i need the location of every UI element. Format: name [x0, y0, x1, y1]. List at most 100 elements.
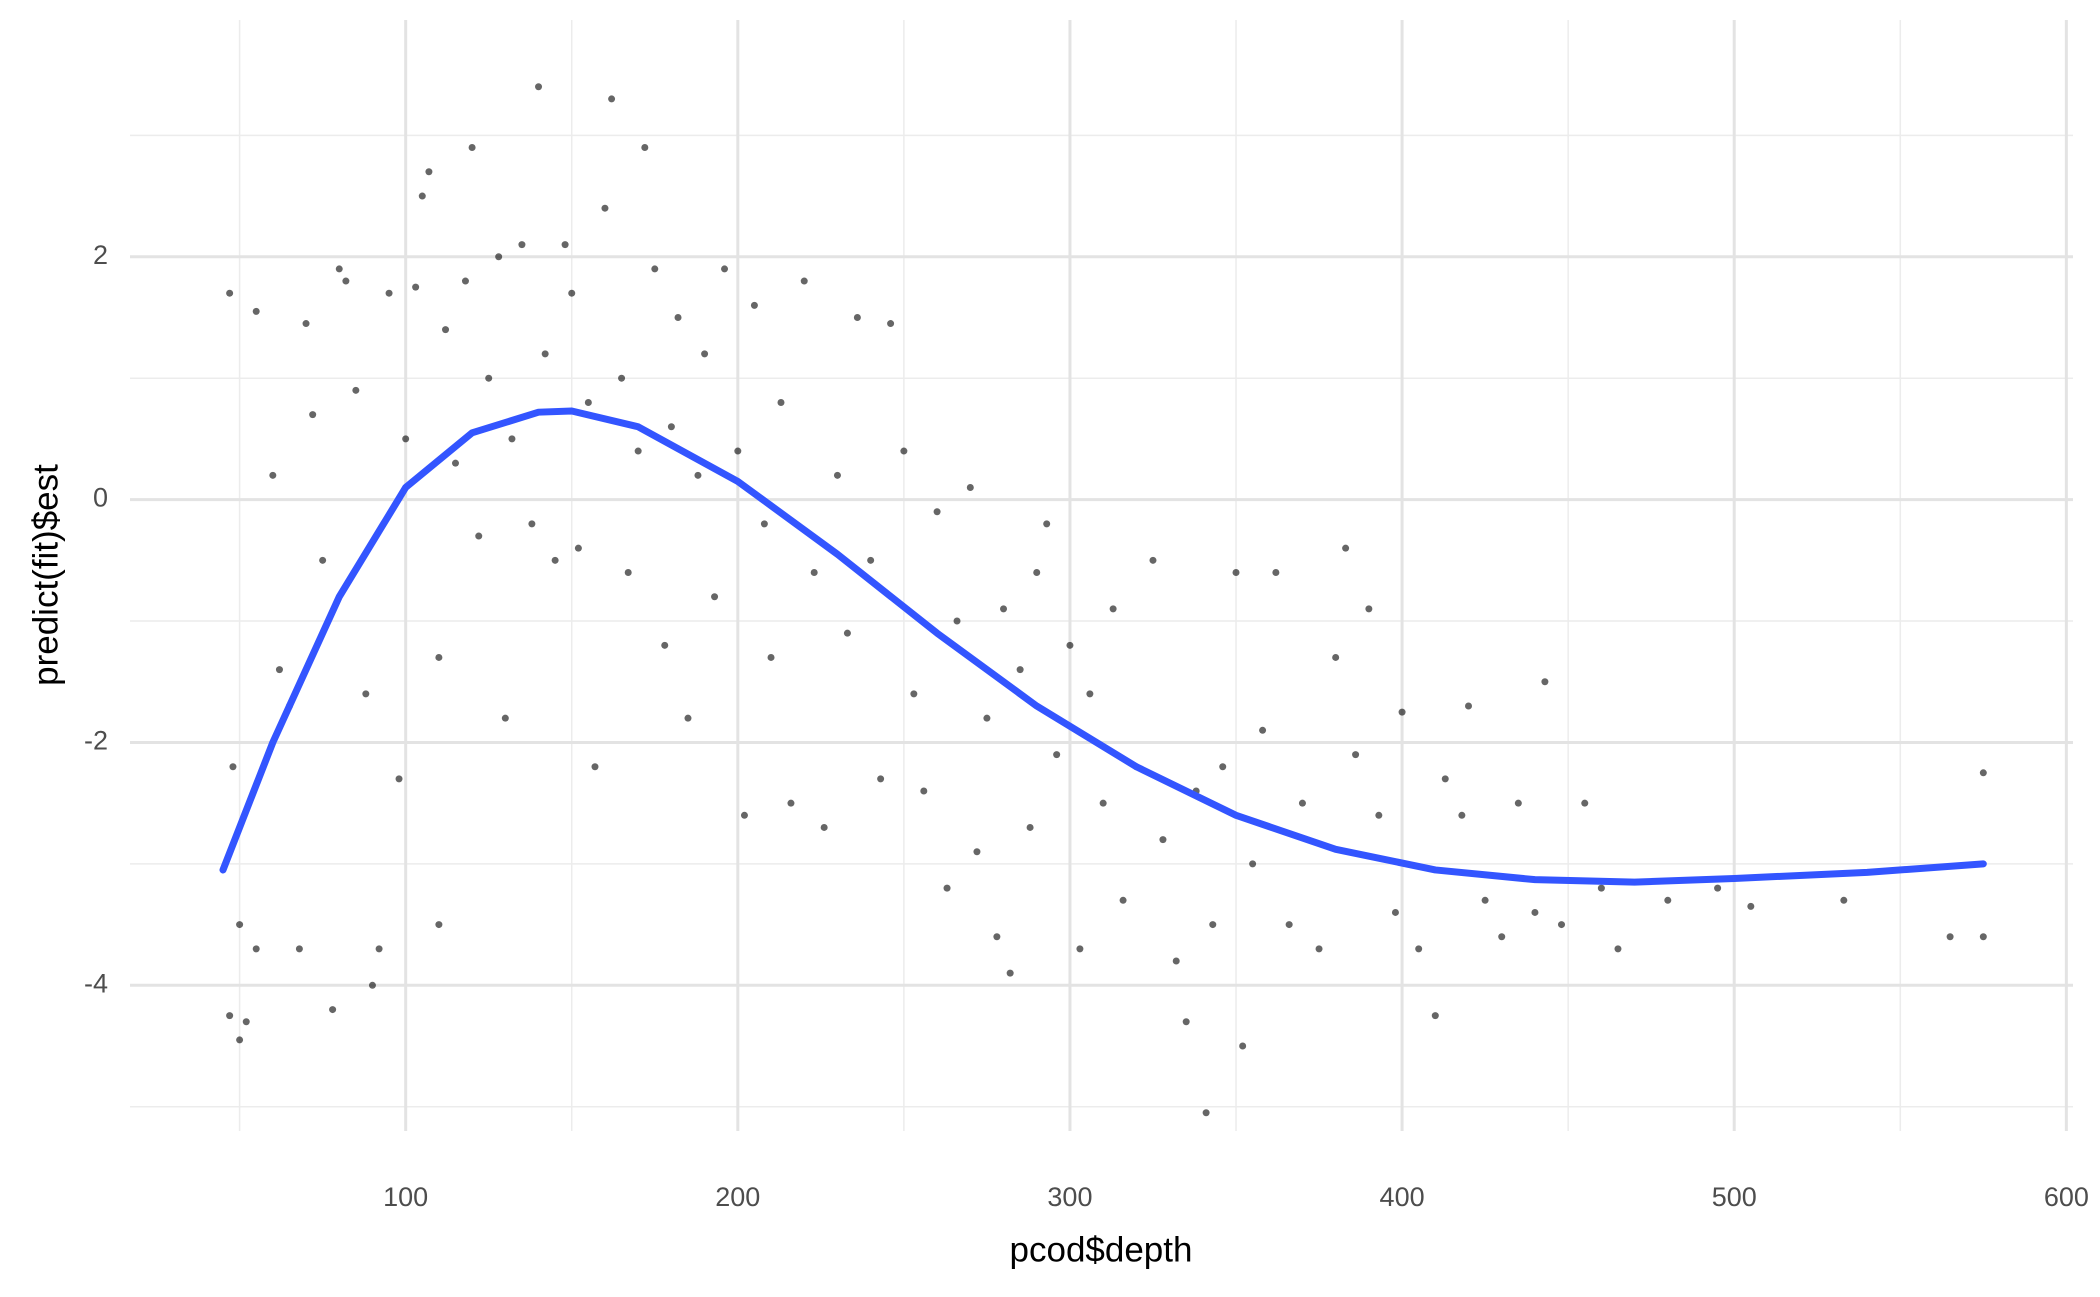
point	[295, 945, 303, 953]
point	[1099, 799, 1107, 807]
point	[740, 811, 748, 819]
point	[362, 690, 370, 698]
point	[252, 307, 260, 315]
point	[442, 326, 450, 334]
y-tick-label: -4	[84, 968, 108, 998]
point	[1481, 896, 1489, 904]
point	[973, 848, 981, 856]
point	[1209, 921, 1217, 929]
point	[1285, 921, 1293, 929]
point	[1441, 775, 1449, 783]
point	[887, 320, 895, 328]
point	[352, 386, 360, 394]
point	[877, 775, 885, 783]
point	[1614, 945, 1622, 953]
point	[1086, 690, 1094, 698]
point	[674, 313, 682, 321]
point	[1979, 933, 1987, 941]
point	[1415, 945, 1423, 953]
point	[402, 435, 410, 443]
y-tick-label: -2	[84, 726, 108, 756]
point	[1066, 641, 1074, 649]
x-tick-label: 100	[383, 1182, 428, 1212]
point	[1182, 1018, 1190, 1026]
point	[810, 568, 818, 576]
point	[820, 823, 828, 831]
point	[624, 568, 632, 576]
point	[1232, 568, 1240, 576]
point	[721, 265, 729, 273]
point	[867, 556, 875, 564]
point	[495, 253, 503, 261]
x-tick-label: 200	[715, 1182, 760, 1212]
point	[1664, 896, 1672, 904]
point	[1498, 933, 1506, 941]
point	[1581, 799, 1589, 807]
point	[551, 556, 559, 564]
point	[1541, 678, 1549, 686]
point	[1249, 860, 1257, 868]
point	[1558, 921, 1566, 929]
point	[574, 544, 582, 552]
point	[591, 763, 599, 771]
point	[541, 350, 549, 358]
point	[1514, 799, 1522, 807]
point	[242, 1018, 250, 1026]
point	[252, 945, 260, 953]
point	[1043, 520, 1051, 528]
point	[1298, 799, 1306, 807]
point	[760, 520, 768, 528]
point	[319, 556, 327, 564]
point	[853, 313, 861, 321]
y-tick-label: 2	[93, 240, 108, 270]
y-tick-label: 0	[93, 483, 108, 513]
point	[1365, 605, 1373, 613]
point	[983, 714, 991, 722]
point	[1375, 811, 1383, 819]
point	[1315, 945, 1323, 953]
point	[302, 320, 310, 328]
point	[1076, 945, 1084, 953]
point	[475, 532, 483, 540]
y-axis-title: predict(fit)$est	[26, 464, 65, 686]
point	[900, 447, 908, 455]
point	[329, 1006, 337, 1014]
point	[1597, 884, 1605, 892]
point	[1352, 751, 1360, 759]
point	[1053, 751, 1061, 759]
point	[833, 471, 841, 479]
point	[1272, 568, 1280, 576]
point	[787, 799, 795, 807]
point	[561, 241, 569, 249]
point	[1332, 653, 1340, 661]
point	[468, 143, 476, 151]
point	[418, 192, 426, 200]
point	[375, 945, 383, 953]
grid	[130, 20, 2073, 1131]
point	[667, 423, 675, 431]
point	[1119, 896, 1127, 904]
point	[229, 763, 237, 771]
x-axis-title: pcod$depth	[1010, 1230, 1193, 1269]
point	[435, 921, 443, 929]
point	[461, 277, 469, 285]
point	[711, 593, 719, 601]
point	[734, 447, 742, 455]
point	[1033, 568, 1041, 576]
point	[451, 459, 459, 467]
point	[920, 787, 928, 795]
point	[1202, 1109, 1210, 1117]
point	[1391, 908, 1399, 916]
point	[618, 374, 626, 382]
point	[1219, 763, 1227, 771]
point	[236, 921, 244, 929]
point	[1016, 666, 1024, 674]
x-tick-label: 600	[2044, 1182, 2089, 1212]
point	[1109, 605, 1117, 613]
point	[342, 277, 350, 285]
point	[518, 241, 526, 249]
point	[943, 884, 951, 892]
point	[608, 95, 616, 103]
